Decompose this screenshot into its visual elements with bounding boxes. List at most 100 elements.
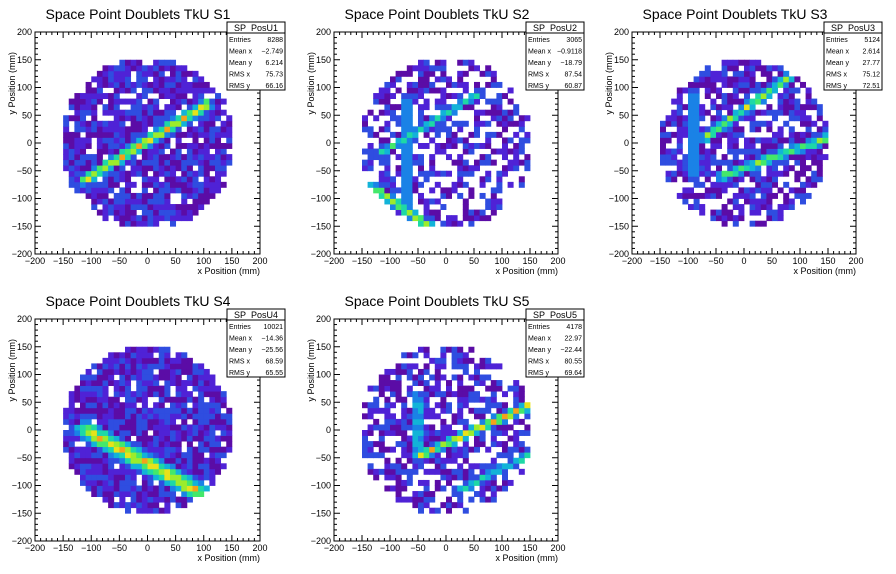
- histogram-bin: [485, 479, 492, 486]
- histogram-bin: [209, 165, 216, 172]
- histogram-bin: [800, 137, 806, 144]
- histogram-bin: [113, 204, 120, 210]
- histogram-bin: [446, 380, 452, 386]
- histogram-bin: [226, 424, 233, 431]
- histogram-bin: [80, 137, 87, 144]
- histogram-bin: [390, 474, 396, 481]
- histogram-bin: [704, 131, 711, 138]
- histogram-bin: [805, 137, 812, 144]
- histogram-bin: [74, 109, 81, 116]
- histogram-bin: [96, 192, 103, 199]
- histogram-bin: [63, 435, 70, 442]
- histogram-bin: [395, 143, 402, 149]
- histogram-bin: [170, 418, 177, 425]
- histogram-bin: [390, 115, 396, 122]
- histogram-bin: [203, 115, 210, 122]
- histogram-bin: [198, 131, 205, 138]
- histogram-bin: [518, 137, 525, 144]
- histogram-bin: [732, 165, 739, 172]
- histogram-bin: [716, 70, 722, 77]
- histogram-bin: [518, 391, 525, 398]
- histogram-bin: [423, 402, 430, 409]
- histogram-bin: [738, 76, 745, 83]
- histogram-bin: [468, 391, 475, 398]
- histogram-bin: [744, 154, 750, 161]
- histogram-bin: [704, 93, 711, 99]
- histogram-bin: [440, 143, 447, 149]
- histogram-bin: [440, 396, 447, 403]
- stats-box-name: SP_PosU3: [831, 23, 875, 33]
- y-tick-label: −50: [17, 453, 32, 463]
- histogram-bin: [215, 407, 222, 414]
- histogram-bin: [215, 457, 222, 464]
- histogram-bin: [141, 396, 148, 403]
- histogram-bin: [727, 65, 734, 72]
- histogram-bin: [136, 70, 143, 77]
- histogram-bin: [406, 115, 413, 122]
- histogram-bin: [125, 363, 132, 370]
- histogram-bin: [186, 70, 193, 77]
- histogram-bin: [85, 109, 92, 116]
- histogram-bin: [147, 435, 154, 442]
- histogram-bin: [96, 81, 103, 88]
- histogram-bin: [479, 109, 486, 116]
- histogram-bin: [474, 87, 480, 94]
- histogram-bin: [147, 374, 154, 381]
- histogram-bin: [496, 204, 503, 210]
- histogram-bin: [490, 391, 497, 398]
- histogram-bin: [68, 159, 75, 166]
- histogram-bin: [108, 109, 115, 116]
- histogram-bin: [474, 463, 480, 470]
- histogram-bin: [141, 126, 148, 133]
- histogram-bin: [423, 502, 430, 509]
- histogram-bin: [749, 159, 756, 166]
- histogram-bin: [721, 181, 728, 188]
- histogram-bin: [783, 76, 790, 83]
- histogram-bin: [186, 81, 193, 88]
- histogram-bin: [153, 215, 160, 222]
- histogram-bin: [153, 209, 160, 216]
- histogram-bin: [744, 159, 750, 166]
- histogram-bin: [418, 479, 424, 486]
- histogram-bin: [485, 198, 492, 205]
- histogram-bin: [80, 430, 87, 436]
- histogram-bin: [158, 407, 165, 414]
- histogram-bin: [418, 368, 424, 375]
- histogram-bin: [192, 485, 199, 492]
- histogram-bin: [181, 452, 188, 459]
- x-tick-label: −100: [81, 543, 101, 553]
- histogram-bin: [119, 479, 126, 486]
- histogram-bin: [434, 170, 441, 177]
- histogram-bin: [153, 374, 160, 381]
- histogram-bin: [395, 165, 402, 172]
- histogram-bin: [800, 165, 806, 172]
- histogram-bin: [474, 209, 480, 216]
- histogram-bin: [153, 485, 160, 492]
- histogram-bin: [181, 391, 188, 398]
- histogram-bin: [136, 385, 143, 392]
- histogram-bin: [136, 435, 143, 442]
- histogram-bin: [141, 143, 148, 149]
- histogram-bin: [406, 424, 413, 431]
- histogram-bin: [434, 485, 441, 492]
- histogram-bin: [395, 457, 402, 464]
- histogram-bin: [130, 220, 137, 227]
- histogram-bin: [186, 215, 193, 222]
- histogram-bin: [513, 435, 520, 442]
- histogram-bin: [440, 148, 447, 155]
- histogram-bin: [496, 402, 503, 409]
- histogram-bin: [474, 396, 480, 403]
- histogram-bin: [794, 115, 801, 122]
- histogram-bin: [401, 181, 408, 188]
- histogram-bin: [418, 81, 424, 88]
- histogram-bin: [423, 115, 430, 122]
- histogram-bin: [91, 435, 98, 442]
- histogram-bin: [220, 391, 227, 398]
- histogram-bin: [788, 148, 795, 155]
- histogram-bin: [777, 76, 784, 83]
- histogram-bin: [727, 159, 734, 166]
- histogram-bin: [412, 424, 419, 431]
- histogram-bin: [141, 192, 148, 199]
- histogram-bin: [760, 181, 767, 188]
- histogram-bin: [440, 441, 447, 448]
